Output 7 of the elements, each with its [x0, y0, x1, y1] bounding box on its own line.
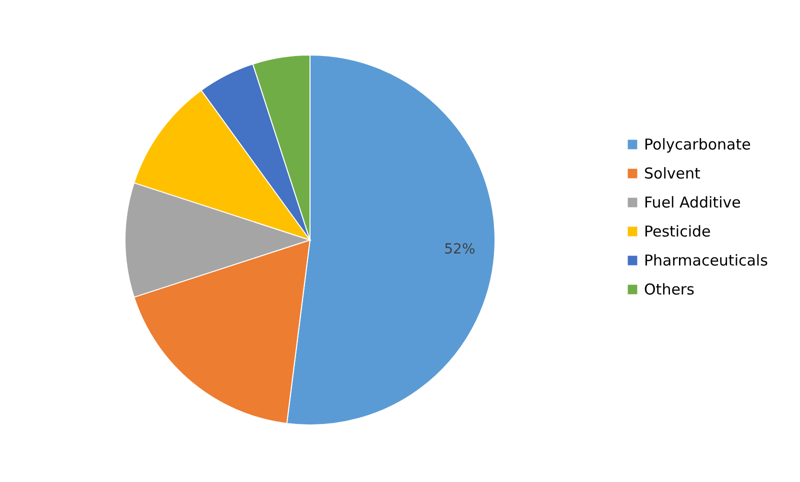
legend-label: Polycarbonate [644, 136, 751, 154]
legend-label: Pharmaceuticals [644, 252, 768, 270]
legend-label: Pesticide [644, 222, 711, 240]
legend-label: Fuel Additive [644, 194, 741, 212]
legend-label: Solvent [644, 164, 700, 182]
data-label: 52% [444, 241, 476, 258]
legend-label: Others [644, 280, 695, 298]
